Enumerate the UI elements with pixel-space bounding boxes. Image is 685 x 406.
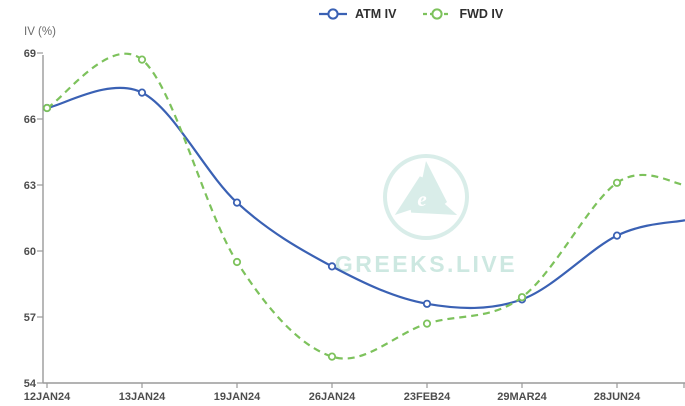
fwd-iv-data-point-marker[interactable] — [137, 55, 147, 64]
x-tick-label: 12JAN24 — [24, 391, 71, 403]
y-tick-label: 57 — [24, 312, 36, 324]
atm-iv-data-point-marker[interactable] — [327, 262, 337, 271]
fwd-iv-data-point-marker[interactable] — [42, 103, 52, 113]
fwd-iv-data-point-marker[interactable] — [232, 257, 242, 267]
atm-iv-data-point-marker[interactable] — [137, 88, 147, 97]
fwd-iv-data-point-marker[interactable] — [517, 293, 527, 302]
legend-label-atm-iv: ATM IV — [355, 7, 397, 21]
greeks-live-logo-icon: e — [383, 154, 469, 240]
fwd-iv-line[interactable] — [46, 52, 685, 360]
fwd-iv-legend-marker-icon — [423, 8, 452, 20]
x-tick-label: 28JUN24 — [594, 391, 641, 403]
atm-iv-legend-marker-icon — [319, 8, 347, 20]
watermark-text: GREEKS.LIVE — [335, 251, 517, 277]
y-tick-label: 63 — [24, 180, 36, 192]
x-tick-label: 13JAN24 — [119, 391, 166, 403]
atm-iv-line[interactable] — [46, 86, 685, 310]
y-tick-label: 60 — [24, 246, 36, 258]
y-tick-label: 66 — [24, 114, 36, 126]
y-tick-label: 69 — [24, 48, 36, 60]
y-tick-label: 54 — [24, 378, 37, 390]
legend-label-fwd-iv: FWD IV — [459, 7, 504, 21]
x-tick-label: 29MAR24 — [497, 391, 547, 403]
atm-iv-data-point-marker[interactable] — [612, 231, 622, 240]
x-tick-label: 19JAN24 — [214, 391, 261, 403]
atm-iv-data-point-marker[interactable] — [232, 198, 242, 207]
fwd-iv-data-point-marker[interactable] — [327, 352, 337, 361]
legend-item-fwd-iv[interactable]: FWD IV — [422, 7, 503, 21]
fwd-iv-data-point-marker[interactable] — [422, 319, 432, 328]
x-tick-label: 23FEB24 — [404, 391, 451, 403]
chart-legend: ATM IV FWD IV — [318, 7, 503, 21]
fwd-iv-data-point-marker[interactable] — [612, 178, 622, 187]
legend-item-atm-iv[interactable]: ATM IV — [318, 7, 396, 21]
x-tick-label: 26JAN24 — [309, 391, 356, 403]
logo-e-glyph: e — [417, 187, 426, 211]
y-axis-title: IV (%) — [24, 26, 56, 38]
greeks-live-watermark: e GREEKS.LIVE — [335, 154, 517, 277]
atm-iv-data-point-marker[interactable] — [422, 299, 432, 308]
